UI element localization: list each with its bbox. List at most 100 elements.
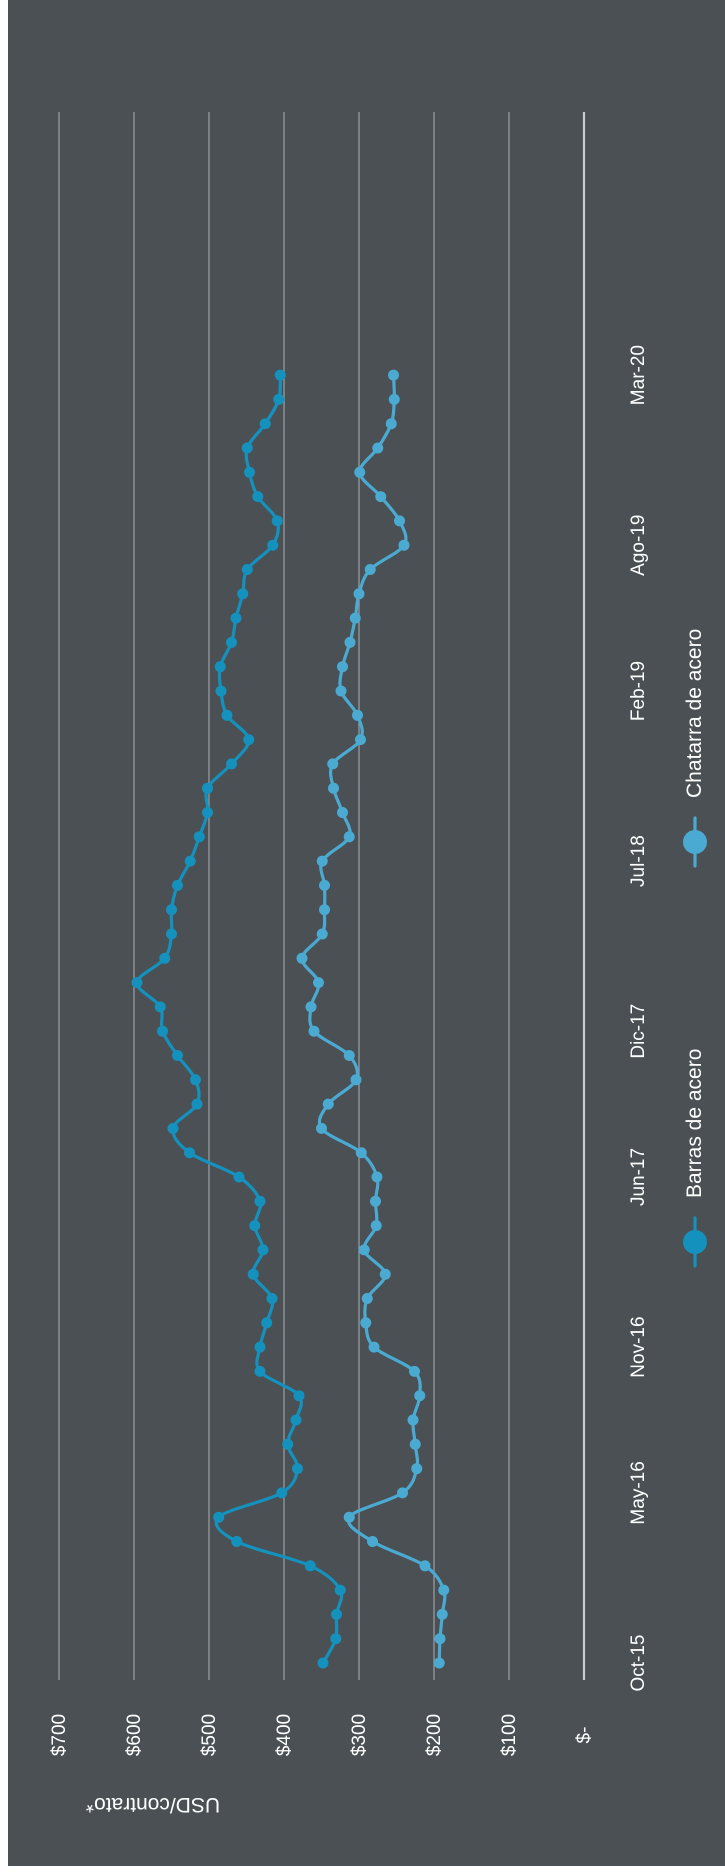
data-point xyxy=(261,1317,273,1329)
series-lines xyxy=(131,369,450,1669)
data-point xyxy=(388,369,399,381)
data-point xyxy=(344,636,356,648)
y-tick-label: $100 xyxy=(499,1714,520,1756)
data-point xyxy=(350,1074,362,1086)
data-point xyxy=(233,1171,245,1183)
data-point xyxy=(166,904,177,916)
data-point xyxy=(316,928,328,940)
legend-label: Barras de acero xyxy=(683,1049,706,1198)
data-point xyxy=(226,636,237,648)
data-point xyxy=(334,1584,346,1596)
data-point xyxy=(364,564,376,575)
legend-marker xyxy=(683,1230,707,1254)
data-point xyxy=(355,734,366,746)
data-point xyxy=(370,1195,381,1207)
data-point xyxy=(330,1633,342,1645)
data-point xyxy=(313,977,324,989)
data-point xyxy=(249,1220,261,1232)
data-point xyxy=(355,1147,367,1159)
data-point xyxy=(360,1317,372,1329)
data-point xyxy=(368,1341,380,1353)
x-tick-label: Jul-18 xyxy=(628,835,649,887)
data-point xyxy=(266,1293,278,1304)
x-tick-label: Oct-15 xyxy=(628,1634,649,1691)
data-point xyxy=(230,612,242,624)
data-point xyxy=(337,807,348,818)
data-point xyxy=(221,709,233,721)
data-point xyxy=(254,1365,266,1377)
data-point xyxy=(241,564,253,575)
data-point xyxy=(388,393,400,405)
data-point xyxy=(247,1268,259,1280)
data-point xyxy=(191,1098,203,1110)
data-point xyxy=(436,1608,448,1620)
data-point xyxy=(305,1001,317,1013)
data-point xyxy=(337,661,348,673)
data-point xyxy=(293,1390,305,1402)
data-point xyxy=(434,1633,446,1645)
data-point xyxy=(226,758,237,770)
x-axis-ticks: Oct-15 May-16 Nov-16 Jun-17 Dic-17 Jul-18 Feb-… xyxy=(628,345,649,1692)
data-point xyxy=(411,1463,423,1475)
x-tick-label: May-16 xyxy=(628,1461,649,1524)
y-tick-label: $700 xyxy=(49,1714,70,1756)
legend: Barras de acero Chatarra de acero xyxy=(683,629,707,1268)
data-point xyxy=(317,1657,329,1669)
data-point xyxy=(398,539,410,551)
data-point xyxy=(331,1608,342,1620)
data-point xyxy=(257,1244,269,1256)
data-point xyxy=(354,466,366,478)
data-point xyxy=(322,1098,334,1110)
series-chatarra-de-acero xyxy=(296,369,450,1669)
data-point xyxy=(379,1268,391,1280)
data-point xyxy=(290,1414,302,1426)
data-point xyxy=(308,1025,320,1037)
y-tick-label: $600 xyxy=(124,1714,145,1756)
data-point xyxy=(433,1657,445,1669)
data-point xyxy=(343,831,355,843)
data-point xyxy=(167,1122,179,1134)
data-point xyxy=(237,588,249,600)
x-tick-label: Feb-19 xyxy=(628,661,649,721)
data-point xyxy=(172,879,183,891)
data-point xyxy=(372,442,384,454)
data-point xyxy=(319,879,330,891)
data-point xyxy=(184,1147,195,1159)
data-point xyxy=(316,1122,327,1134)
data-point xyxy=(343,1511,355,1523)
x-tick-label: Mar-20 xyxy=(628,345,649,405)
x-tick-label: Ago-19 xyxy=(628,515,649,576)
legend-label: Chatarra de acero xyxy=(683,629,706,798)
legend-item: Chatarra de acero xyxy=(683,629,707,868)
y-axis-title: USD/contrato* xyxy=(86,1793,220,1816)
series-barras-de-acero xyxy=(131,369,346,1669)
y-axis-ticks: $- $100 $200 $300 $400 $500 $600 $700 xyxy=(49,1714,595,1756)
data-point xyxy=(166,928,177,940)
data-point xyxy=(254,1341,266,1353)
data-point xyxy=(231,1536,243,1547)
y-tick-label: $400 xyxy=(274,1714,295,1756)
data-point xyxy=(154,1001,166,1013)
y-tick-label: $300 xyxy=(349,1714,370,1756)
data-point xyxy=(276,1487,288,1499)
data-point xyxy=(282,1438,294,1450)
gridlines xyxy=(58,112,586,1680)
x-tick-label: Dic-17 xyxy=(628,1004,649,1059)
data-point xyxy=(190,1074,201,1086)
y-tick-label: $- xyxy=(574,1727,595,1744)
data-point xyxy=(407,1414,419,1426)
data-point xyxy=(274,369,286,381)
data-point xyxy=(327,758,339,770)
data-point xyxy=(371,1171,383,1183)
data-point xyxy=(316,855,328,867)
legend-item: Barras de acero xyxy=(683,1049,707,1268)
data-point xyxy=(241,442,253,454)
data-point xyxy=(193,831,205,843)
data-point xyxy=(328,782,339,794)
data-point xyxy=(267,539,279,551)
data-point xyxy=(349,612,361,624)
data-point xyxy=(254,1195,266,1207)
data-point xyxy=(131,977,143,989)
data-point xyxy=(409,1438,421,1450)
data-point xyxy=(367,1536,378,1547)
